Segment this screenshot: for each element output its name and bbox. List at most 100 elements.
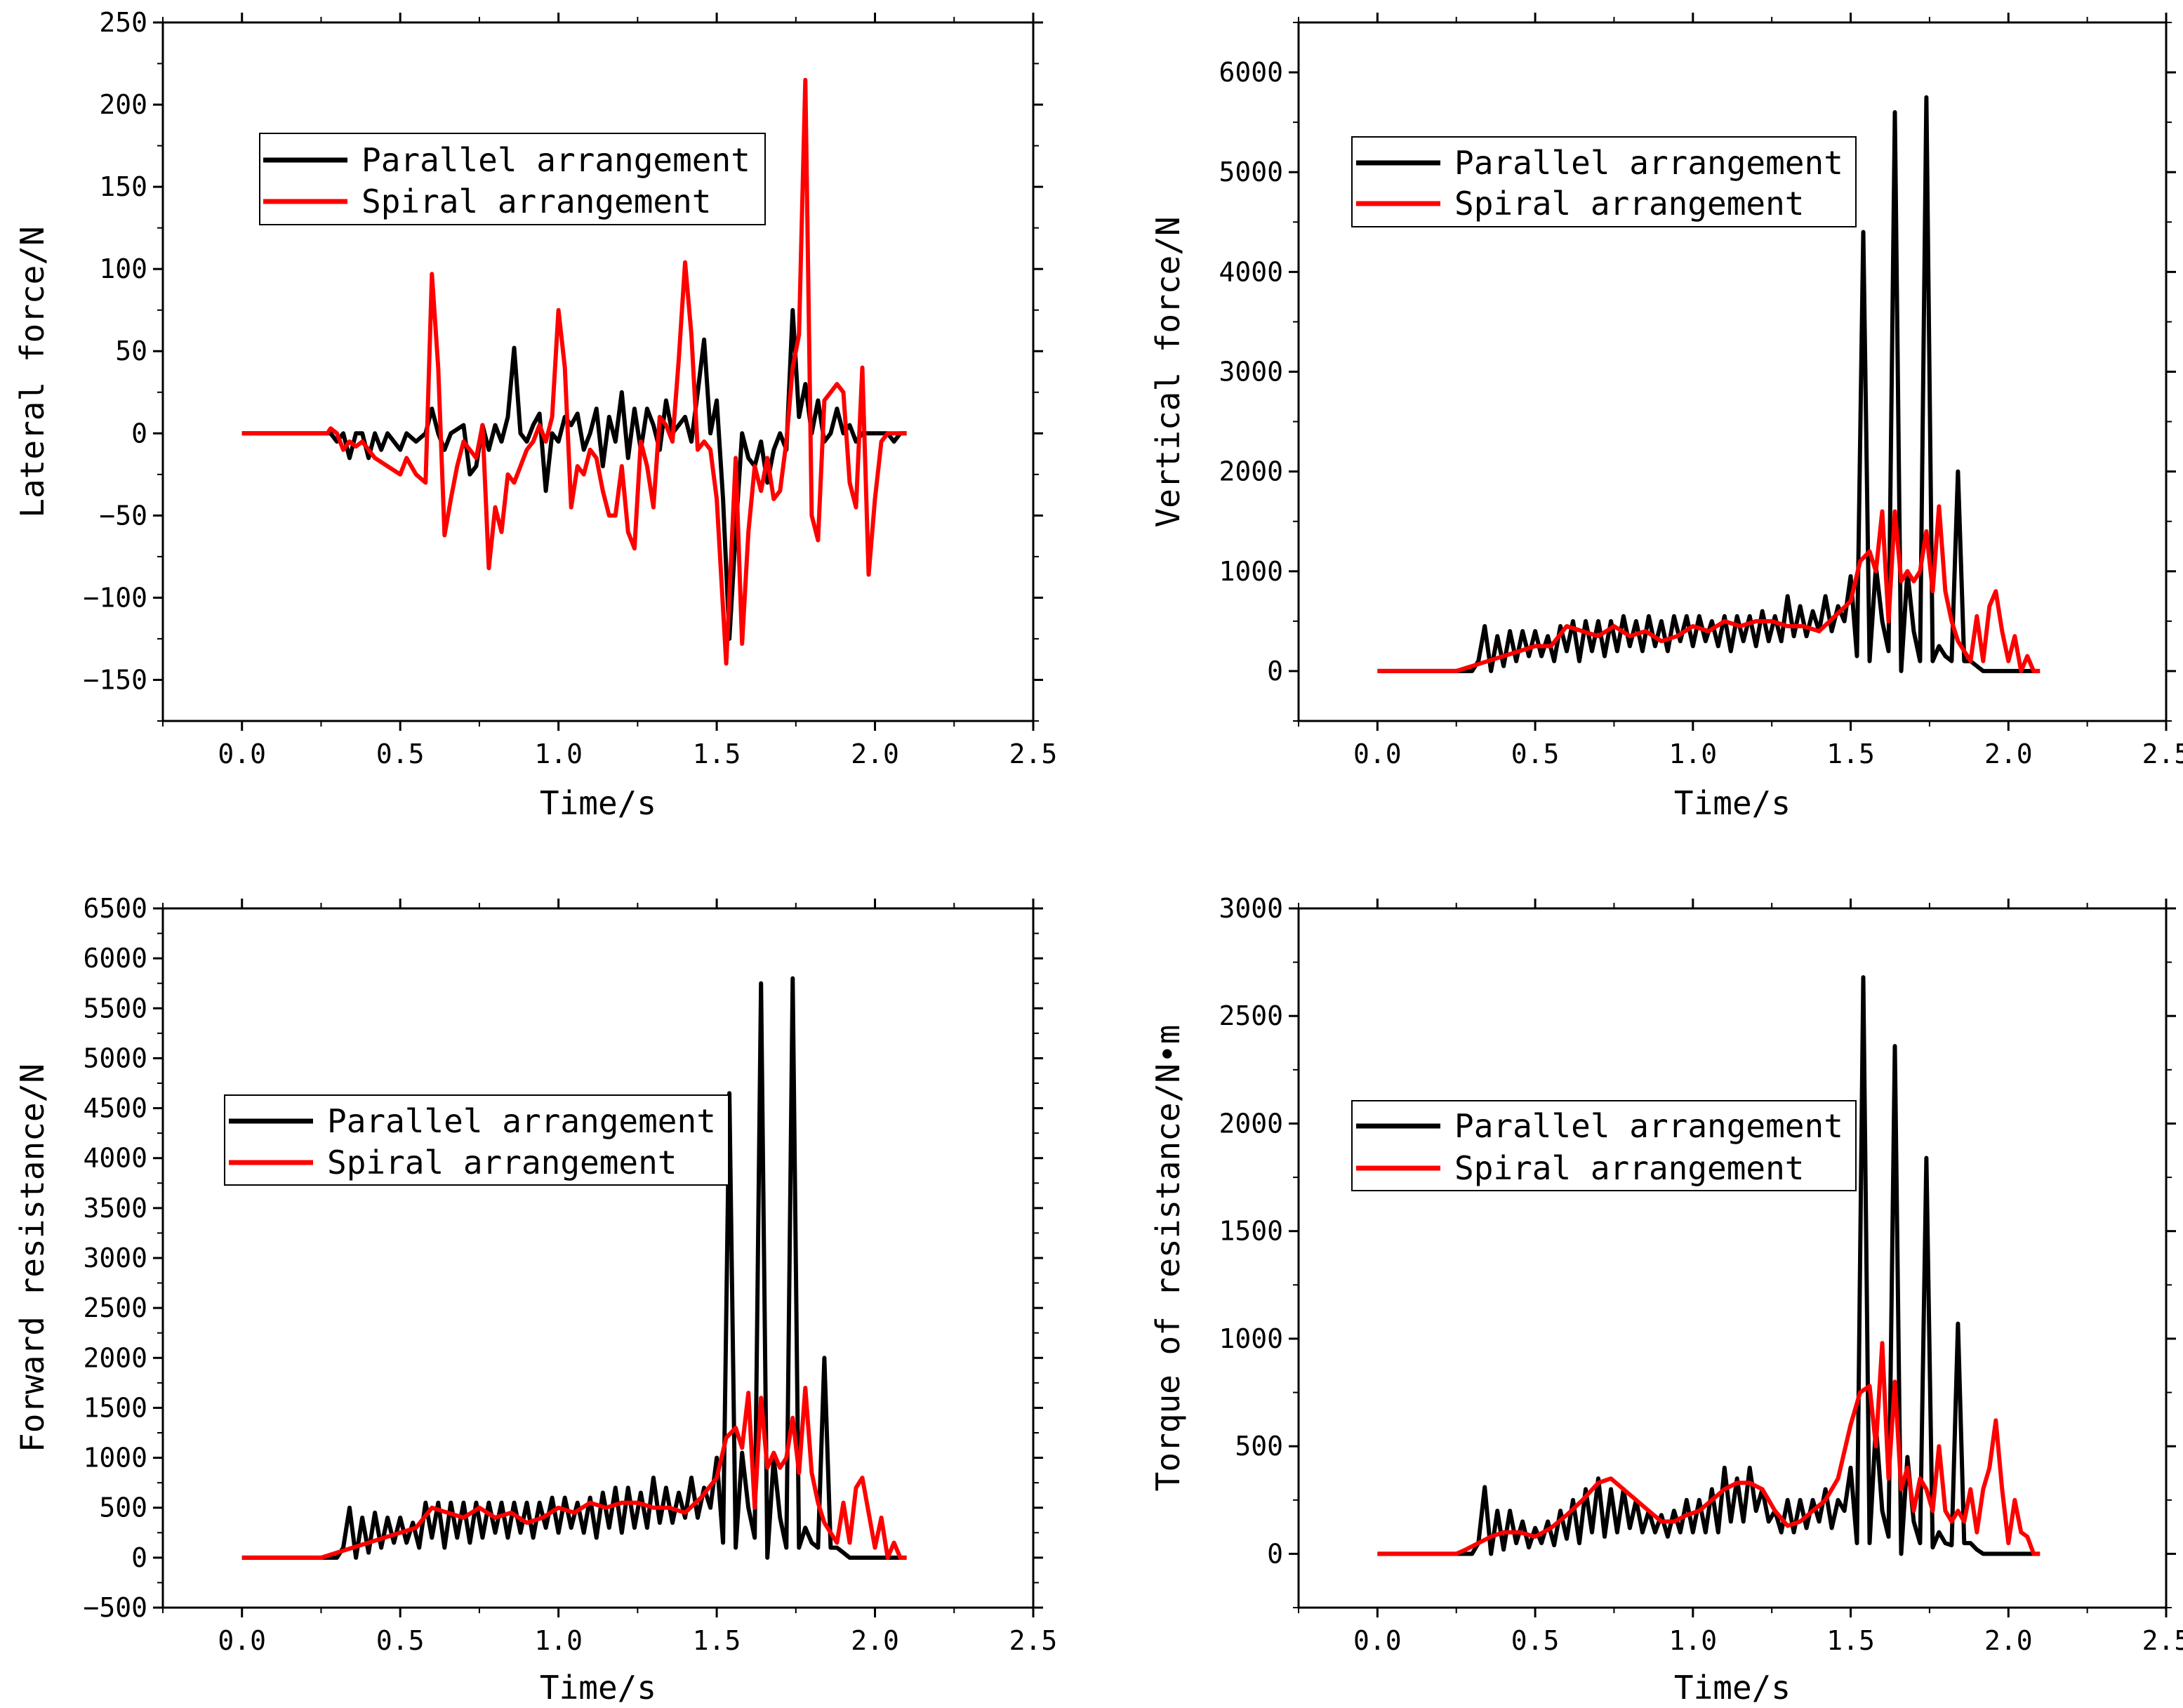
legend-box — [1351, 136, 1857, 227]
legend: Parallel arrangement Spiral arrangement — [224, 1094, 729, 1186]
y-axis-title: Torque of resistance/N•m — [1149, 1025, 1187, 1492]
y-tick-label: 5000 — [83, 1042, 147, 1073]
y-tick-label: 1000 — [1219, 1323, 1283, 1354]
y-tick-label: 5000 — [1219, 157, 1283, 187]
x-tick-label: 1.0 — [1668, 739, 1717, 769]
y-tick-label: 6500 — [83, 893, 147, 924]
y-tick-label: 4500 — [83, 1093, 147, 1124]
x-tick-label: 2.5 — [1009, 1625, 1058, 1656]
y-tick-label: 3000 — [1219, 893, 1283, 924]
x-tick-label: 0.0 — [1353, 739, 1402, 769]
y-tick-label: 0 — [1267, 656, 1283, 687]
legend-box — [259, 133, 766, 225]
series-lines — [1377, 95, 2041, 673]
series-lines — [1377, 975, 2041, 1556]
x-tick-label: 0.0 — [218, 1625, 266, 1656]
legend-label-spiral: Spiral arrangement — [361, 183, 712, 220]
legend-box — [1351, 1100, 1857, 1191]
chart-lateral-force: 0.0 0.5 1.0 1.5 2.0 2.5 −150 −100 −50 0 50 100 150 20… — [13, 7, 1057, 822]
x-tick-label: 2.0 — [1984, 1625, 2033, 1656]
legend-label-spiral: Spiral arrangement — [1454, 185, 1805, 223]
y-tick-label: 6000 — [83, 943, 147, 974]
x-tick-label: 2.5 — [2142, 739, 2183, 769]
y-tick-label: 3500 — [83, 1193, 147, 1224]
y-tick-label: 500 — [1235, 1431, 1283, 1462]
axis-ticks: 0.0 0.5 1.0 1.5 2.0 2.5 −500 0 500 1000 1500 2000 25… — [83, 893, 1057, 1656]
x-tick-label: 1.5 — [1826, 1625, 1875, 1656]
x-tick-label: 2.5 — [2142, 1625, 2183, 1656]
x-tick-label: 2.5 — [1009, 739, 1058, 769]
series-lines — [241, 77, 907, 666]
y-tick-label: 1500 — [1219, 1216, 1283, 1247]
y-tick-label: −50 — [99, 500, 147, 531]
series-line-parallel — [1377, 975, 2041, 1556]
y-tick-label: 2000 — [83, 1342, 147, 1373]
chart-forward-resistance: 0.0 0.5 1.0 1.5 2.0 2.5 −500 0 500 1000 1500 2000 25… — [13, 893, 1057, 1707]
y-tick-label: 3000 — [1219, 357, 1283, 388]
legend-label-parallel: Parallel arrangement — [327, 1102, 716, 1140]
x-tick-label: 1.5 — [693, 1625, 741, 1656]
y-tick-label: 0 — [1267, 1538, 1283, 1569]
y-tick-label: 2000 — [1219, 1108, 1283, 1139]
series-lines — [241, 976, 907, 1560]
y-tick-label: 50 — [115, 336, 147, 366]
series-line-spiral — [241, 77, 907, 666]
x-tick-label: 1.0 — [534, 1625, 583, 1656]
y-tick-label: −100 — [83, 582, 147, 613]
legend: Parallel arrangement Spiral arrangement — [259, 133, 766, 225]
y-tick-label: 250 — [99, 7, 147, 38]
x-axis-title: Time/s — [540, 784, 656, 822]
axis-ticks: 0.0 0.5 1.0 1.5 2.0 2.5 −150 −100 −50 0 50 100 150 20… — [83, 7, 1057, 769]
series-line-parallel — [241, 307, 907, 641]
y-tick-label: 6000 — [1219, 57, 1283, 88]
x-tick-label: 0.5 — [1511, 1625, 1560, 1656]
y-axis-title: Lateral force/N — [13, 226, 51, 517]
chart-vertical-force: 0.0 0.5 1.0 1.5 2.0 2.5 0 1000 2000 3000 4000 5000 6… — [1149, 13, 2183, 822]
y-axis-title: Vertical force/N — [1149, 216, 1187, 527]
axis-ticks: 0.0 0.5 1.0 1.5 2.0 2.5 0 1000 2000 3000 4000 5000 6… — [1219, 13, 2183, 769]
x-tick-label: 2.0 — [851, 1625, 899, 1656]
series-line-spiral — [1377, 504, 2041, 673]
x-tick-label: 1.0 — [1668, 1625, 1717, 1656]
legend: Parallel arrangement Spiral arrangement — [1351, 136, 1857, 227]
legend-label-parallel: Parallel arrangement — [1454, 144, 1843, 182]
y-tick-label: 150 — [99, 171, 147, 202]
y-tick-label: 0 — [131, 418, 147, 449]
y-axis-title: Forward resistance/N — [13, 1064, 51, 1452]
x-tick-label: 2.0 — [1984, 739, 2033, 769]
x-axis-title: Time/s — [1674, 1669, 1791, 1707]
x-tick-label: 0.0 — [218, 739, 266, 769]
x-tick-label: 2.0 — [851, 739, 899, 769]
y-tick-label: 2500 — [83, 1292, 147, 1323]
y-tick-label: −500 — [83, 1592, 147, 1623]
axis-ticks: 0.0 0.5 1.0 1.5 2.0 2.5 0 500 1000 1500 2000 2500 30… — [1219, 893, 2183, 1656]
legend-box — [224, 1094, 729, 1186]
y-tick-label: 3000 — [83, 1243, 147, 1273]
y-tick-label: 5500 — [83, 993, 147, 1024]
legend-label-spiral: Spiral arrangement — [327, 1144, 677, 1181]
x-axis-title: Time/s — [1674, 784, 1791, 822]
y-tick-label: 0 — [131, 1542, 147, 1573]
y-tick-label: 4000 — [83, 1143, 147, 1174]
legend-label-parallel: Parallel arrangement — [1454, 1107, 1843, 1145]
x-tick-label: 0.5 — [376, 739, 425, 769]
y-tick-label: 2000 — [1219, 456, 1283, 487]
y-tick-label: 2500 — [1219, 1000, 1283, 1031]
chart-torque-of-resistance: 0.0 0.5 1.0 1.5 2.0 2.5 0 500 1000 1500 2000 2500 30… — [1149, 893, 2183, 1707]
plot-frame — [161, 21, 1035, 722]
x-axis-title: Time/s — [540, 1669, 656, 1707]
x-tick-label: 1.5 — [1826, 739, 1875, 769]
series-line-spiral — [241, 1386, 907, 1560]
legend-label-parallel: Parallel arrangement — [361, 141, 750, 179]
plot-frame — [1297, 907, 2168, 1609]
x-tick-label: 1.0 — [534, 739, 583, 769]
y-tick-label: −150 — [83, 664, 147, 695]
x-tick-label: 1.5 — [693, 739, 741, 769]
y-tick-label: 100 — [99, 253, 147, 284]
series-line-spiral — [1377, 1341, 2041, 1556]
x-tick-label: 0.5 — [376, 1625, 425, 1656]
y-tick-label: 1000 — [83, 1443, 147, 1474]
legend: Parallel arrangement Spiral arrangement — [1351, 1100, 1857, 1191]
y-tick-label: 4000 — [1219, 256, 1283, 287]
